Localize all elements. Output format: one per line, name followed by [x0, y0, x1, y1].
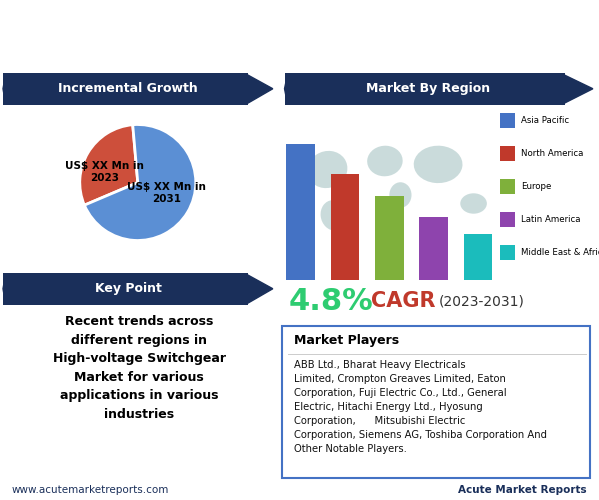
Bar — [375, 196, 404, 280]
Bar — [500, 146, 516, 161]
FancyBboxPatch shape — [282, 326, 589, 478]
Text: Asia Pacific: Asia Pacific — [521, 116, 570, 124]
Polygon shape — [246, 274, 273, 304]
Text: Europe: Europe — [521, 182, 552, 191]
Text: Middle East & Africa: Middle East & Africa — [521, 248, 599, 258]
Text: www.acutemarketreports.com: www.acutemarketreports.com — [12, 485, 170, 495]
Text: Latin America: Latin America — [521, 215, 581, 224]
Text: ABB Ltd., Bharat Heavy Electricals
Limited, Crompton Greaves Limited, Eaton
Corp: ABB Ltd., Bharat Heavy Electricals Limit… — [295, 360, 547, 454]
Polygon shape — [3, 274, 6, 304]
Ellipse shape — [367, 146, 403, 176]
Bar — [331, 174, 359, 280]
Text: Market By Region: Market By Region — [366, 82, 490, 95]
Polygon shape — [562, 74, 593, 104]
Text: US$ XX Mn in
2031: US$ XX Mn in 2031 — [128, 182, 206, 204]
Text: Market Players: Market Players — [295, 334, 400, 346]
FancyBboxPatch shape — [3, 74, 249, 105]
Text: Recent trends across
different regions in
High-voltage Switchgear
Market for var: Recent trends across different regions i… — [53, 315, 226, 420]
Bar — [500, 179, 516, 194]
Polygon shape — [246, 74, 273, 104]
Ellipse shape — [460, 194, 487, 214]
Bar — [286, 144, 315, 280]
Wedge shape — [80, 124, 138, 205]
Polygon shape — [3, 74, 6, 104]
Text: Acute Market Reports: Acute Market Reports — [458, 485, 587, 495]
Ellipse shape — [389, 182, 412, 208]
Wedge shape — [84, 124, 196, 240]
FancyBboxPatch shape — [3, 274, 249, 305]
Ellipse shape — [414, 146, 462, 183]
Bar — [500, 212, 516, 228]
Text: (2023-2031): (2023-2031) — [438, 294, 525, 308]
Text: CAGR: CAGR — [371, 291, 436, 311]
Bar — [419, 218, 448, 280]
Bar — [500, 112, 516, 128]
Text: Incremental Growth: Incremental Growth — [59, 82, 198, 95]
Ellipse shape — [307, 151, 347, 188]
Text: US$ XX Mn in
2023: US$ XX Mn in 2023 — [65, 162, 144, 183]
Text: High-voltage Switchgear Market: High-voltage Switchgear Market — [141, 10, 458, 28]
Ellipse shape — [320, 200, 347, 230]
Bar — [500, 245, 516, 260]
Bar — [464, 234, 492, 280]
Text: 2023 - 2031: 2023 - 2031 — [246, 38, 353, 52]
Text: North America: North America — [521, 149, 583, 158]
Polygon shape — [285, 74, 288, 104]
Text: 4.8%: 4.8% — [288, 287, 373, 316]
Text: Key Point: Key Point — [95, 282, 162, 295]
FancyBboxPatch shape — [285, 74, 565, 105]
